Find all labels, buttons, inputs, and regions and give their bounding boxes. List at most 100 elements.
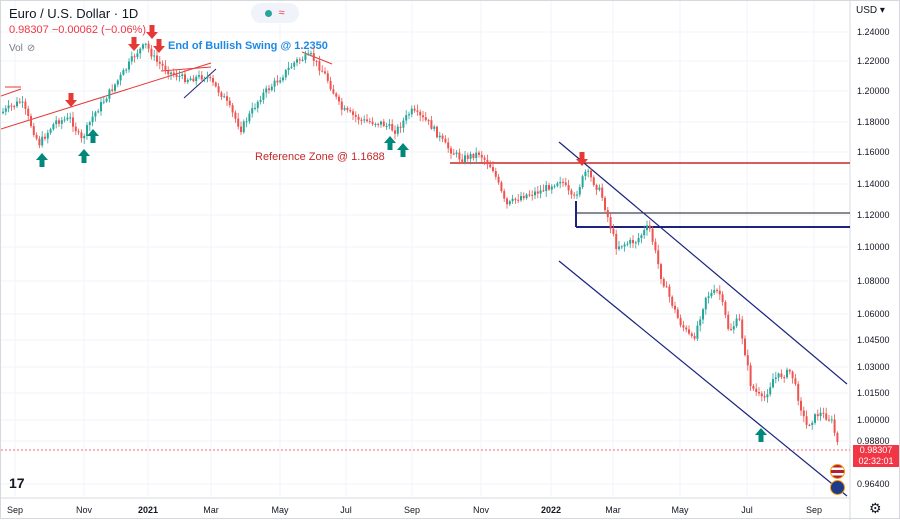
candle-body xyxy=(472,154,475,159)
candle-body xyxy=(721,294,724,302)
candle-body xyxy=(35,134,38,139)
candle-body xyxy=(212,78,214,83)
time-tick-label: 2021 xyxy=(138,505,158,515)
candle-body xyxy=(506,198,508,205)
candle-body xyxy=(55,120,58,125)
candle-body xyxy=(774,377,777,380)
candle-body xyxy=(475,152,478,159)
candle-body xyxy=(49,129,52,133)
candle-body xyxy=(755,388,758,392)
candle-body xyxy=(732,326,735,330)
candle-body xyxy=(730,328,732,330)
candle-body xyxy=(562,181,564,183)
candle-body xyxy=(270,86,273,91)
candle-body xyxy=(520,196,522,201)
candle-body xyxy=(136,53,139,57)
candle-body xyxy=(287,67,290,71)
candle-body xyxy=(105,98,108,102)
candle-body xyxy=(315,60,318,62)
eye-slash-icon[interactable]: ⊘ xyxy=(26,43,36,54)
candle-body xyxy=(13,106,16,108)
candle-body xyxy=(329,80,332,90)
candle-body xyxy=(727,314,730,329)
candle-body xyxy=(584,171,587,177)
eu-flag-icon[interactable] xyxy=(830,480,845,495)
candle-body xyxy=(797,383,800,401)
candle-body xyxy=(567,184,570,191)
candle-body xyxy=(97,111,100,113)
candle-body xyxy=(10,105,13,107)
candle-body xyxy=(696,325,699,339)
candle-body xyxy=(522,196,525,199)
time-tick-label: Mar xyxy=(203,505,219,515)
candle-body xyxy=(402,120,405,128)
candle-body xyxy=(422,115,424,118)
price-tick-label: 1.01500 xyxy=(857,388,890,398)
candle-body xyxy=(175,74,178,77)
candle-body xyxy=(461,159,464,162)
tradingview-logo-icon[interactable]: 17 xyxy=(9,475,25,491)
candle-body xyxy=(142,44,144,49)
volume-indicator[interactable]: Vol ⊘ xyxy=(9,43,35,54)
candle-body xyxy=(396,126,399,134)
price-tick-label: 1.20000 xyxy=(857,86,890,96)
candle-body xyxy=(192,78,195,82)
price-tick-label: 1.10000 xyxy=(857,242,890,252)
candle-body xyxy=(660,264,662,280)
candle-body xyxy=(833,419,836,433)
candle-body xyxy=(450,148,452,154)
candle-body xyxy=(256,101,259,108)
candle-body xyxy=(632,239,634,244)
candle-body xyxy=(548,185,550,190)
green-up-arrow-icon xyxy=(78,149,90,163)
candle-body xyxy=(298,59,301,61)
candle-body xyxy=(500,182,503,192)
candle-body xyxy=(335,93,338,97)
candle-body xyxy=(648,225,651,229)
chart-grid xyxy=(1,1,851,520)
candle-body xyxy=(380,121,382,125)
candle-body xyxy=(612,228,615,234)
candle-body xyxy=(186,79,189,83)
candle-body xyxy=(217,86,220,93)
candle-body xyxy=(284,70,287,78)
candle-body xyxy=(704,297,707,310)
candle-body xyxy=(139,48,142,54)
candle-body xyxy=(623,244,626,247)
candle-body xyxy=(637,238,640,243)
candle-body xyxy=(497,176,500,183)
candle-body xyxy=(419,111,422,116)
market-open-icon xyxy=(265,9,273,17)
candle-body xyxy=(405,115,408,121)
candle-body xyxy=(802,410,805,417)
candle-body xyxy=(349,109,352,112)
candle-body xyxy=(262,92,265,100)
us-flag-icon[interactable] xyxy=(830,464,845,479)
candle-body xyxy=(665,286,668,288)
candle-body xyxy=(822,412,825,414)
resistance-segment xyxy=(301,51,333,65)
candle-body xyxy=(606,210,609,218)
candle-body xyxy=(388,124,391,126)
candle-body xyxy=(416,110,419,112)
candle-body xyxy=(685,327,688,330)
candle-body xyxy=(282,77,284,81)
candle-body xyxy=(786,369,788,378)
candle-body xyxy=(528,194,531,196)
candle-body xyxy=(153,55,156,57)
currency-select[interactable]: USD ▾ xyxy=(856,5,885,16)
candle-body xyxy=(265,88,268,93)
symbol-title[interactable]: Euro / U.S. Dollar · 1D xyxy=(9,6,139,21)
candle-body xyxy=(466,155,469,159)
chart-controls[interactable]: ≈ xyxy=(251,3,299,23)
candle-body xyxy=(682,325,685,328)
arrow-shape xyxy=(146,25,158,39)
candle-body xyxy=(268,88,270,91)
candle-body xyxy=(746,355,749,366)
candle-body xyxy=(494,171,497,177)
red-down-arrow-icon xyxy=(65,93,77,107)
candle-body xyxy=(424,117,427,121)
gear-icon[interactable]: ⚙ xyxy=(869,500,882,516)
wave-icon[interactable]: ≈ xyxy=(278,7,285,19)
